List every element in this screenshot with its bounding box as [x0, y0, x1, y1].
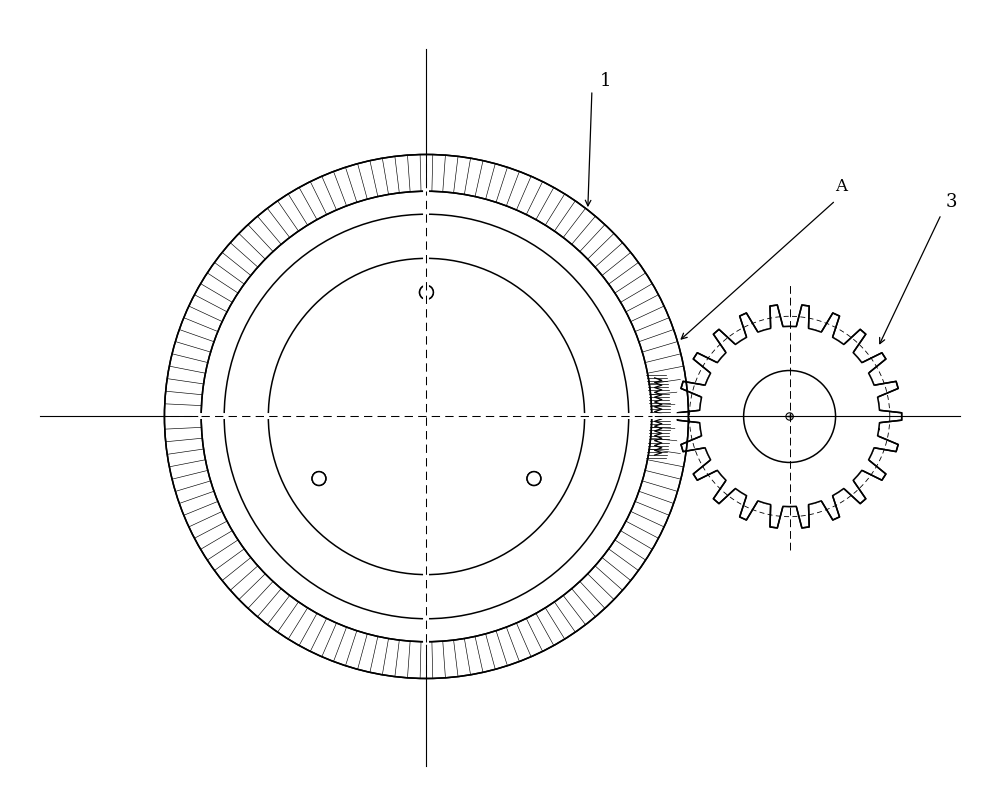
Circle shape: [312, 471, 326, 486]
Circle shape: [699, 327, 880, 507]
Circle shape: [675, 302, 904, 531]
Circle shape: [420, 286, 433, 299]
Circle shape: [420, 286, 433, 299]
Circle shape: [527, 471, 541, 486]
Circle shape: [164, 154, 688, 678]
Text: 1: 1: [599, 72, 611, 90]
Text: 3: 3: [946, 193, 957, 211]
Circle shape: [527, 471, 541, 486]
Circle shape: [744, 371, 836, 463]
Circle shape: [312, 471, 326, 486]
Text: A: A: [836, 178, 848, 195]
